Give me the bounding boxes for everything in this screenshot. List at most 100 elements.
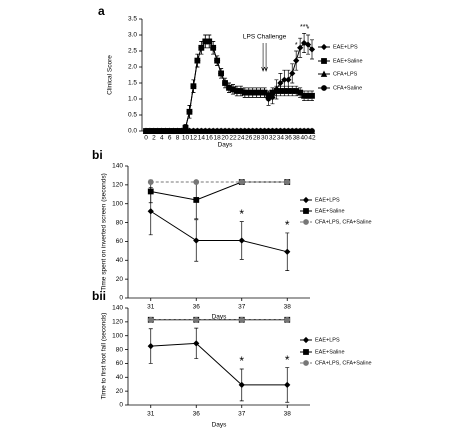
marker [308, 46, 316, 53]
y-tick-label: 140 [112, 163, 123, 170]
marker [147, 179, 154, 185]
y-tick-label: 40 [116, 374, 124, 381]
y-tick-label: 3.5 [128, 16, 137, 23]
marker [284, 248, 291, 255]
marker [309, 92, 315, 99]
y-tick-label: 140 [112, 305, 123, 312]
x-tick-label: 6 [168, 135, 172, 142]
legend-label: CFA+Saline [333, 85, 362, 91]
marker [285, 76, 292, 83]
x-tick-label: 12 [190, 135, 198, 142]
marker [222, 80, 228, 86]
y-tick-label: 0 [119, 402, 123, 409]
series-line [150, 181, 288, 201]
annotation: * [295, 42, 298, 49]
marker [309, 128, 315, 134]
x-tick-label: 38 [284, 411, 292, 418]
x-tick-label: 0 [144, 135, 148, 142]
y-tick-label: 0 [119, 295, 123, 302]
panel-label: bii [92, 289, 106, 303]
marker [238, 316, 245, 323]
legend-label: EAE+LPS [315, 197, 340, 203]
x-tick-label: 20 [221, 135, 229, 142]
x-axis-label: Days [218, 142, 234, 149]
x-tick-label: 18 [214, 135, 222, 142]
marker [147, 343, 154, 350]
marker [289, 70, 296, 77]
y-tick-label: 40 [116, 257, 124, 264]
annotation: * [239, 354, 244, 368]
annotation-arrow [261, 43, 265, 72]
marker [302, 196, 310, 204]
y-tick-label: 2.0 [128, 64, 137, 71]
marker [193, 179, 200, 185]
marker [193, 340, 200, 347]
x-tick-label: 31 [147, 304, 155, 311]
x-tick-label: 36 [193, 304, 201, 311]
y-tick-label: 80 [116, 346, 124, 353]
x-tick-label: 28 [253, 135, 261, 142]
x-tick-label: 38 [284, 304, 292, 311]
x-tick-label: 16 [206, 135, 214, 142]
marker [193, 197, 200, 203]
x-tick-label: 22 [229, 135, 237, 142]
y-tick-label: 0.5 [128, 112, 137, 119]
y-tick-label: 3.0 [128, 32, 137, 39]
panel-label: a [98, 4, 105, 18]
annotation: * [239, 207, 244, 221]
legend-label: EAE+LPS [333, 44, 358, 50]
marker [238, 179, 245, 185]
x-tick-label: 32 [269, 135, 277, 142]
marker [261, 89, 268, 96]
marker [303, 349, 309, 355]
x-tick-label: 24 [237, 135, 245, 142]
y-axis-label: Time spent on inverted screen (seconds) [101, 173, 108, 291]
marker [300, 39, 308, 47]
marker [147, 316, 154, 323]
marker [293, 57, 300, 64]
marker [284, 179, 291, 185]
x-tick-label: 34 [277, 135, 285, 142]
marker [194, 57, 201, 64]
x-tick-label: 36 [193, 411, 201, 418]
x-tick-label: 30 [261, 135, 269, 142]
legend-label: EAE+Saline [315, 349, 345, 355]
y-tick-label: 60 [116, 238, 124, 245]
annotation: LPS Challenge [243, 34, 287, 41]
y-tick-label: 100 [112, 200, 123, 207]
y-axis-label: Time to first foot fall (seconds) [101, 313, 108, 400]
marker [238, 381, 245, 389]
marker [321, 85, 327, 91]
marker [277, 79, 284, 87]
x-tick-label: 26 [245, 135, 253, 142]
legend-label: EAE+LPS [315, 337, 340, 343]
y-tick-label: 120 [112, 182, 123, 189]
marker [210, 44, 217, 51]
marker [218, 70, 224, 77]
y-tick-label: 80 [116, 219, 124, 226]
annotation: *** [300, 24, 308, 31]
marker [297, 44, 304, 51]
y-tick-label: 20 [116, 388, 124, 395]
x-tick-label: 42 [308, 135, 316, 142]
x-tick-label: 40 [300, 135, 308, 142]
marker [284, 381, 291, 389]
annotation: * [285, 353, 290, 367]
x-tick-label: 4 [160, 135, 164, 142]
marker [206, 38, 213, 45]
series-line [150, 210, 288, 253]
marker [147, 208, 154, 215]
legend-label: EAE+Saline [333, 58, 363, 64]
x-tick-label: 14 [198, 135, 206, 142]
marker [303, 360, 309, 366]
marker [147, 188, 154, 195]
x-tick-label: 36 [285, 135, 293, 142]
y-tick-label: 2.5 [128, 48, 137, 55]
marker [281, 76, 288, 83]
annotation: * [285, 218, 290, 232]
marker [304, 41, 312, 48]
panel-label: bi [92, 148, 103, 162]
x-tick-label: 2 [152, 135, 156, 142]
